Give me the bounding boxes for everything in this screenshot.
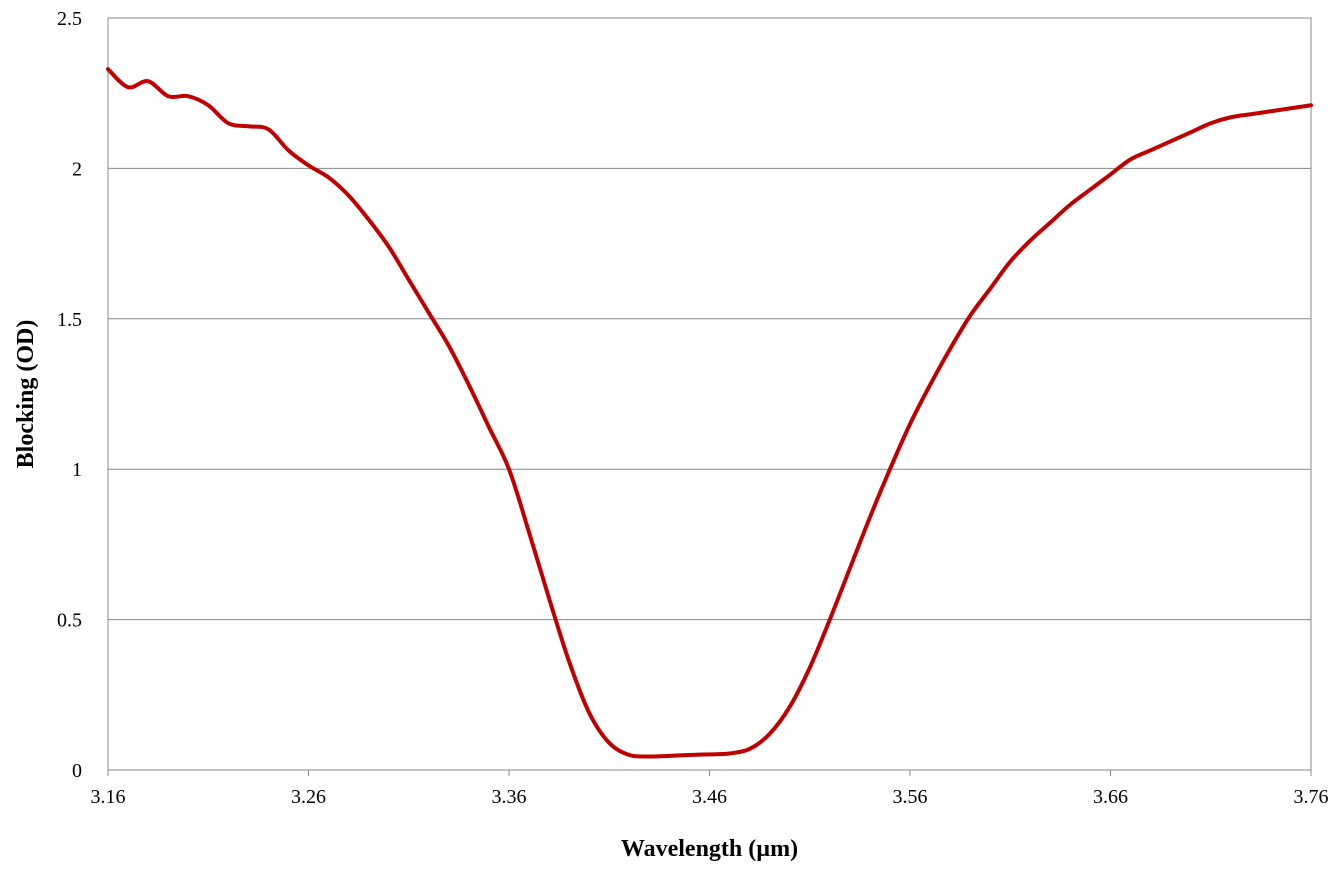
x-tick-label: 3.16 [91,786,126,808]
plot-area [107,17,1312,771]
y-tick-label: 2.5 [57,8,82,30]
y-tick-label: 0.5 [57,610,82,632]
x-axis-title: Wavelength (µm) [621,836,798,862]
y-tick-label: 2 [72,158,82,180]
gridlines [108,17,1311,771]
x-tick-label: 3.76 [1294,786,1329,808]
x-axis-tick-labels: 3.16 3.26 3.36 3.46 3.56 3.66 3.76 [91,770,1329,808]
x-tick-label: 3.26 [291,786,326,808]
x-tick-label: 3.36 [492,786,527,808]
series-layer [106,67,1313,759]
x-tick-label: 3.56 [893,786,928,808]
y-tick-label: 0 [72,760,82,782]
x-tick-label: 3.66 [1093,786,1128,808]
y-tick-label: 1 [72,459,82,481]
y-axis-title: Blocking (OD) [13,320,39,469]
series-line-0 [106,67,1313,759]
x-tick-label: 3.46 [692,786,727,808]
y-tick-label: 1.5 [57,309,82,331]
y-axis-tick-labels: 0 0.5 1 1.5 2 2.5 [57,8,82,782]
